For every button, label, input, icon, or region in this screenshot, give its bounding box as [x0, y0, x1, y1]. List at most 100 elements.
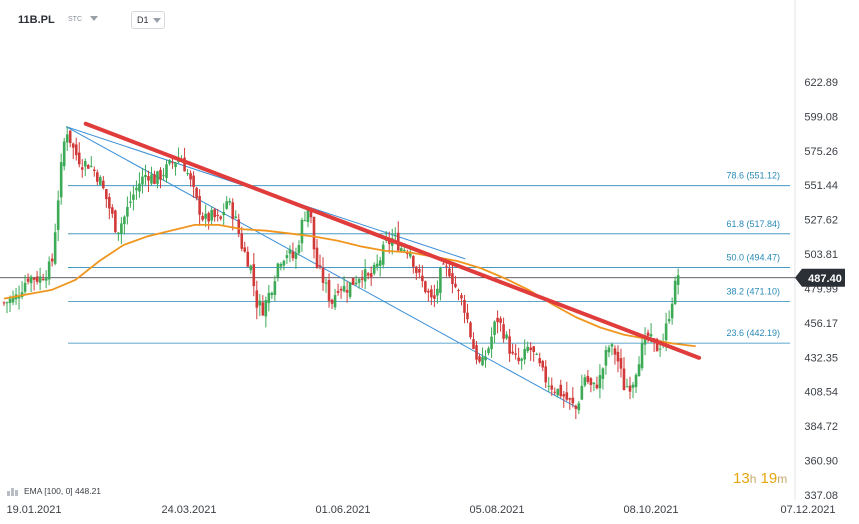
candle-body	[222, 211, 226, 216]
candle-body	[514, 353, 517, 355]
candle-body	[11, 296, 15, 303]
candle-body	[2, 302, 6, 304]
y-tick-label: 360.90	[804, 456, 838, 468]
candle-body	[616, 351, 620, 362]
timeframe-value: D1	[137, 15, 149, 25]
candle-body	[363, 269, 367, 282]
candle-body	[595, 384, 599, 389]
downtrend-line	[83, 121, 702, 360]
candle-body	[451, 273, 454, 285]
candle-body	[460, 295, 463, 299]
candle-body	[339, 288, 343, 291]
candle-body	[168, 160, 171, 164]
candle-body	[535, 353, 539, 355]
candle-body	[225, 201, 229, 209]
candle-body	[92, 169, 96, 172]
candle-body	[502, 324, 505, 339]
candle-body	[454, 283, 457, 288]
candle-body	[433, 295, 436, 299]
candle-body	[195, 187, 198, 198]
candle-body	[321, 267, 325, 283]
candle-body	[348, 282, 352, 297]
ema-legend[interactable]: EMA [100, 0] 448.21	[6, 486, 101, 496]
candle-body	[643, 335, 647, 345]
x-tick-label: 05.08.2021	[469, 504, 524, 516]
candle-body	[418, 269, 421, 273]
candle-body	[309, 210, 313, 218]
x-tick-label: 08.10.2021	[623, 504, 678, 516]
candle-body	[95, 172, 99, 182]
candle-body	[32, 277, 36, 280]
candle-body	[393, 235, 397, 237]
candle-body	[640, 343, 644, 369]
candle-body	[156, 171, 159, 184]
current-price-label: 487.40	[808, 273, 842, 285]
candle-body	[231, 202, 235, 220]
candle-body	[345, 290, 349, 293]
timeframe-select[interactable]: D1	[131, 11, 165, 29]
candle-body	[26, 278, 30, 282]
candle-body	[123, 216, 126, 225]
candle-body	[613, 348, 617, 355]
candle-body	[246, 251, 250, 267]
candle-body	[526, 346, 529, 352]
candle-body	[562, 394, 566, 397]
candle-body	[493, 321, 496, 335]
candle-body	[144, 174, 147, 178]
candle-body	[318, 265, 322, 267]
candle-body	[237, 219, 241, 234]
candle-body	[80, 167, 84, 170]
x-tick-label: 01.06.2021	[315, 504, 370, 516]
symbol-label[interactable]: 11B.PL	[18, 14, 55, 26]
candle-body	[120, 223, 123, 234]
candle-body	[141, 176, 144, 185]
candle-body	[378, 260, 382, 266]
candle-body	[601, 368, 605, 379]
candle-body	[294, 252, 298, 259]
candle-body	[282, 260, 286, 266]
chevron-down-icon	[153, 18, 161, 23]
candle-body	[300, 219, 304, 244]
candle-body	[132, 194, 135, 200]
candle-body	[102, 180, 105, 189]
candle-body	[198, 195, 201, 215]
candle-body	[99, 177, 102, 185]
candle-body	[577, 403, 581, 411]
candle-body	[303, 220, 307, 222]
candle-body	[475, 345, 478, 360]
y-tick-label: 432.35	[804, 352, 838, 364]
candle-body	[204, 213, 207, 219]
candle-body	[327, 280, 331, 301]
candle-body	[463, 299, 466, 313]
candle-body	[261, 302, 265, 316]
chevron-down-icon[interactable]	[90, 16, 98, 21]
candle-body	[625, 386, 629, 388]
candle-body	[74, 144, 78, 156]
y-tick-label: 599.08	[804, 111, 838, 123]
candle-body	[189, 173, 192, 180]
fib-level-label: 23.6 (442.19)	[726, 328, 780, 338]
candle-body	[291, 251, 295, 259]
candle-body	[201, 215, 204, 220]
indicator-icon	[6, 486, 20, 496]
candle-body	[297, 245, 301, 254]
fib-level-label: 38.2 (471.10)	[726, 286, 780, 296]
candle-body	[59, 162, 63, 198]
candle-body	[111, 207, 114, 214]
candle-body	[213, 209, 216, 218]
candle-body	[108, 197, 111, 209]
candle-body	[670, 303, 674, 319]
candle-body	[628, 385, 632, 392]
candle-body	[354, 282, 358, 285]
candle-body	[375, 263, 379, 267]
x-tick-label: 19.01.2021	[6, 504, 61, 516]
candle-body	[369, 273, 373, 278]
candle-body	[234, 216, 238, 219]
candle-body	[86, 165, 90, 169]
candle-body	[409, 253, 412, 257]
candle-body	[8, 298, 12, 304]
countdown-minutes-unit: m	[777, 472, 788, 486]
candle-body	[544, 366, 548, 383]
